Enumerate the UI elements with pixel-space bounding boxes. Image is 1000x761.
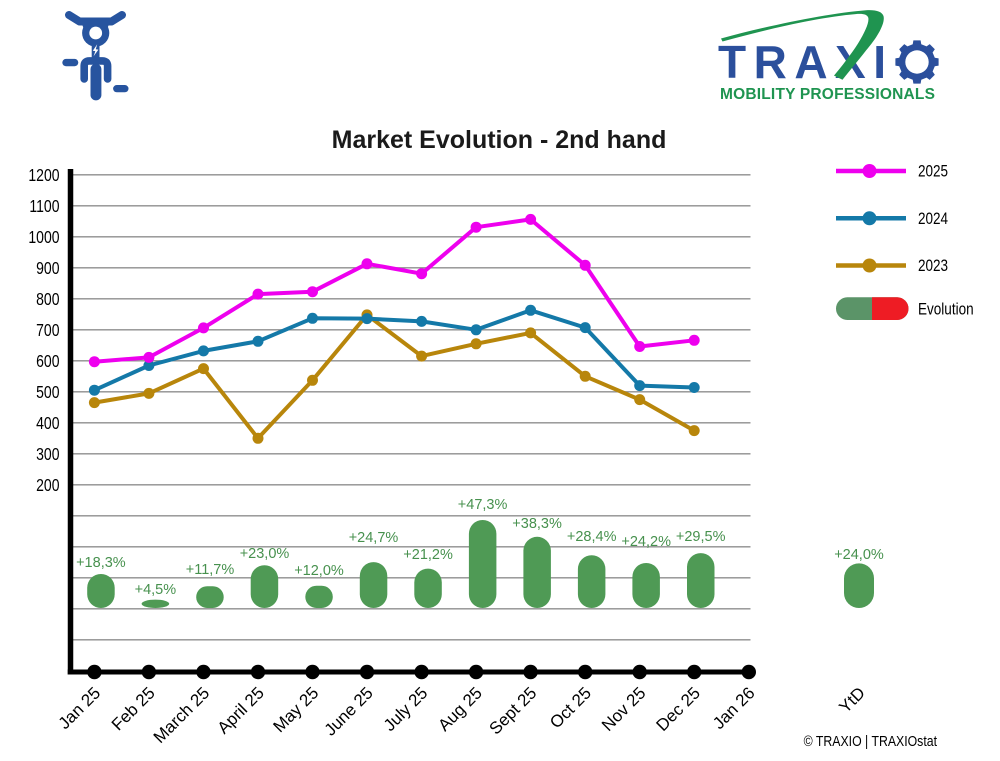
svg-text:900: 900 <box>36 260 60 279</box>
svg-text:1000: 1000 <box>28 229 59 248</box>
svg-text:+24,0%: +24,0% <box>834 547 884 563</box>
svg-text:MOBILITY PROFESSIONALS: MOBILITY PROFESSIONALS <box>720 86 935 103</box>
svg-text:+47,3%: +47,3% <box>458 497 508 513</box>
svg-text:Market Evolution - 2nd hand: Market Evolution - 2nd hand <box>332 126 667 154</box>
svg-text:© TRAXIO | TRAXIOstat: © TRAXIO | TRAXIOstat <box>804 733 938 749</box>
svg-text:+38,3%: +38,3% <box>512 516 562 532</box>
svg-text:+21,2%: +21,2% <box>403 547 453 563</box>
svg-text:800: 800 <box>36 291 60 310</box>
svg-text:+24,2%: +24,2% <box>621 534 671 550</box>
svg-text:700: 700 <box>36 322 60 341</box>
svg-text:+29,5%: +29,5% <box>676 529 726 545</box>
svg-text:2024: 2024 <box>918 210 948 229</box>
svg-text:200: 200 <box>36 477 60 496</box>
svg-text:500: 500 <box>36 384 60 403</box>
svg-text:+4,5%: +4,5% <box>135 582 177 598</box>
svg-text:+18,3%: +18,3% <box>76 555 126 571</box>
svg-text:+11,7%: +11,7% <box>186 562 235 578</box>
svg-text:400: 400 <box>36 415 60 434</box>
svg-text:2025: 2025 <box>918 162 948 181</box>
svg-text:Evolution: Evolution <box>918 300 974 319</box>
svg-text:+23,0%: +23,0% <box>240 546 290 562</box>
svg-text:2023: 2023 <box>918 257 948 276</box>
svg-text:1200: 1200 <box>28 167 59 186</box>
svg-text:1100: 1100 <box>29 198 59 217</box>
svg-text:+24,7%: +24,7% <box>349 530 399 546</box>
svg-text:600: 600 <box>36 353 60 372</box>
svg-text:+12,0%: +12,0% <box>294 563 344 579</box>
svg-text:300: 300 <box>36 446 60 465</box>
svg-text:+28,4%: +28,4% <box>567 529 617 545</box>
